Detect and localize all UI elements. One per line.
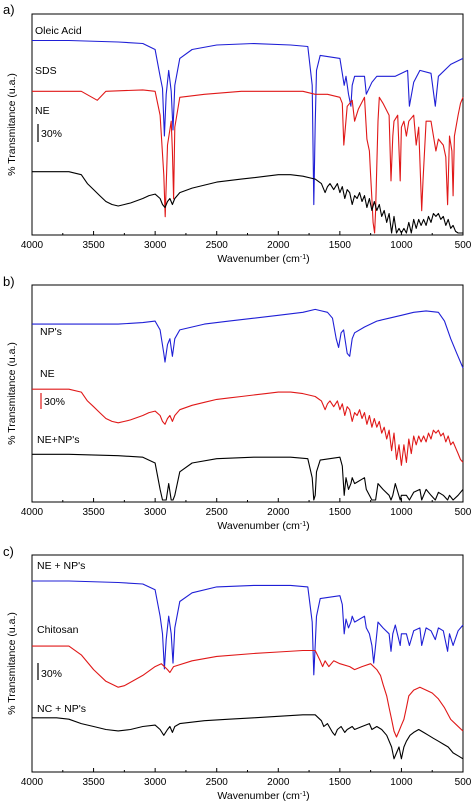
y-axis-title: % Transmitance (u.a.) bbox=[6, 73, 18, 176]
panel-a: a) 4000 3500 3000 2500 2000 1500 1000 500 Wavenum… bbox=[3, 2, 472, 265]
x-tick-label: 3000 bbox=[144, 777, 167, 788]
x-tick-label: 4000 bbox=[21, 777, 44, 788]
x-tick-label: 2000 bbox=[267, 777, 290, 788]
series-line-3 bbox=[32, 171, 463, 234]
series-label: NE + NP's bbox=[37, 560, 85, 572]
x-axis-title: Wavenumber (cm-1) bbox=[217, 520, 309, 532]
plot-frame bbox=[31, 284, 464, 503]
x-tick-label: 1500 bbox=[329, 777, 352, 788]
panel-label: c) bbox=[3, 544, 14, 559]
series-line-1 bbox=[32, 308, 464, 369]
x-tick-label: 500 bbox=[455, 507, 472, 518]
series-label: NE bbox=[40, 368, 55, 380]
panel-label: b) bbox=[3, 274, 15, 289]
series-label: Oleic Acid bbox=[35, 25, 82, 37]
series-label: NE bbox=[35, 105, 50, 117]
y-axis-title: % Transmitance (u.a.) bbox=[6, 612, 18, 715]
x-tick-label: 2500 bbox=[206, 507, 229, 518]
x-tick-label: 500 bbox=[455, 240, 472, 251]
x-tick-label: 3500 bbox=[82, 507, 105, 518]
series-label: NE+NP's bbox=[37, 434, 80, 446]
x-axis-title: Wavenumber (cm-1) bbox=[217, 253, 309, 265]
series-line-2 bbox=[32, 645, 464, 738]
x-tick-label: 1500 bbox=[329, 507, 352, 518]
panel-b: b) 4000 3500 3000 2500 2000 1500 1000 500 Wavenum… bbox=[3, 274, 472, 532]
series-line-1 bbox=[32, 580, 464, 676]
series-label: NC + NP's bbox=[37, 703, 86, 715]
x-tick-label: 500 bbox=[455, 777, 472, 788]
x-tick-label: 2000 bbox=[267, 240, 290, 251]
x-tick-label: 1000 bbox=[390, 507, 413, 518]
x-tick-label: 2500 bbox=[206, 240, 229, 251]
scale-bar-label: 30% bbox=[44, 396, 65, 408]
x-tick-label: 1500 bbox=[329, 240, 352, 251]
x-tick-label: 3500 bbox=[82, 240, 105, 251]
series-line-3 bbox=[32, 714, 464, 760]
series-line-2 bbox=[32, 388, 464, 466]
y-axis-title: % Transmitance (u.a.) bbox=[6, 342, 18, 445]
series-label: Chitosan bbox=[37, 624, 79, 636]
x-tick-label: 1000 bbox=[390, 240, 413, 251]
series-label: NP's bbox=[40, 326, 62, 338]
series-label: SDS bbox=[35, 65, 57, 77]
x-tick-label: 2000 bbox=[267, 507, 290, 518]
panel-label: a) bbox=[3, 2, 15, 17]
x-tick-label: 4000 bbox=[21, 240, 44, 251]
series-line-3 bbox=[32, 453, 464, 501]
series-line-2 bbox=[32, 89, 464, 234]
series-line-1 bbox=[32, 39, 464, 206]
x-tick-label: 1000 bbox=[390, 777, 413, 788]
x-tick-label: 2500 bbox=[206, 777, 229, 788]
plot-frame bbox=[31, 554, 464, 773]
scale-bar-label: 30% bbox=[41, 128, 62, 140]
x-tick-label: 4000 bbox=[21, 507, 44, 518]
scale-bar-label: 30% bbox=[41, 668, 62, 680]
panel-c: c) 4000 3500 3000 2500 2000 1500 1000 500 Wavenum… bbox=[3, 544, 472, 802]
x-tick-label: 3000 bbox=[144, 507, 167, 518]
x-axis-title: Wavenumber (cm-1) bbox=[217, 790, 309, 802]
x-tick-label: 3000 bbox=[144, 240, 167, 251]
x-tick-label: 3500 bbox=[82, 777, 105, 788]
